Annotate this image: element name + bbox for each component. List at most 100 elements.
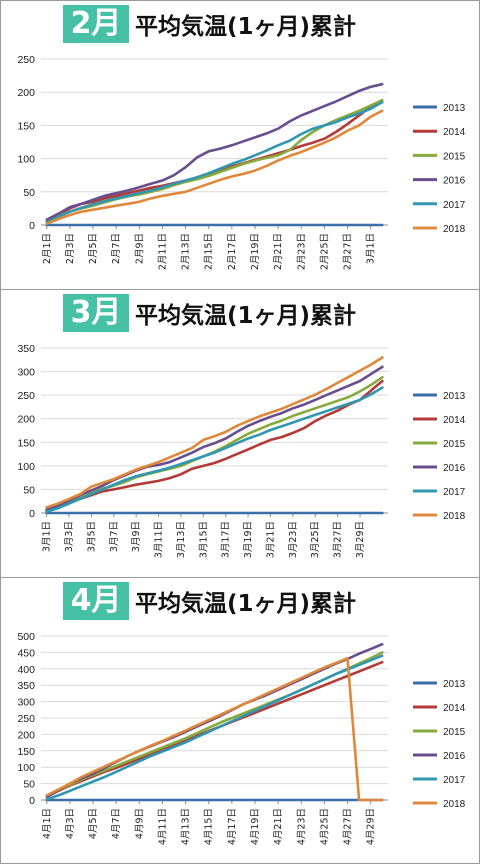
series-line-2016 — [45, 82, 384, 221]
x-tick-label: 3月9日 — [131, 521, 142, 552]
y-tick-label: 150 — [17, 437, 35, 449]
y-tick-label: 450 — [17, 647, 35, 659]
legend-label: 2014 — [443, 415, 466, 426]
x-tick-label: 2月27日 — [343, 233, 354, 270]
x-tick-label: 4月29日 — [366, 808, 377, 845]
y-tick-label: 100 — [17, 461, 35, 473]
x-tick-label: 3月13日 — [176, 521, 187, 558]
x-tick-label: 3月11日 — [154, 521, 165, 558]
x-tick-label: 2月17日 — [227, 233, 238, 270]
y-tick-label: 0 — [29, 508, 35, 520]
series-line-2017 — [45, 100, 384, 224]
legend-label: 2016 — [443, 463, 466, 474]
y-tick-label: 300 — [17, 697, 35, 709]
x-tick-label: 3月17日 — [221, 521, 232, 558]
x-tick-label: 2月7日 — [111, 233, 122, 264]
legend: 2013 2014 2015 2016 2017 2018 — [413, 679, 466, 810]
x-tick-label: 3月15日 — [198, 521, 209, 558]
y-tick-label: 200 — [17, 729, 35, 741]
chart-title: 平均気温(1ヶ月)累計 — [135, 303, 357, 329]
legend-label: 2017 — [443, 200, 466, 211]
series-line-2018 — [45, 657, 384, 802]
chart-title: 平均気温(1ヶ月)累計 — [135, 591, 357, 617]
legend-label: 2013 — [443, 391, 466, 402]
y-tick-label: 100 — [17, 762, 35, 774]
legend: 2013 2014 2015 2016 2017 2018 — [413, 391, 466, 522]
x-tick-label: 4月13日 — [181, 808, 192, 845]
y-tick-label: 50 — [23, 187, 35, 199]
y-tick-label: 150 — [17, 746, 35, 758]
month-badge: 4月 — [63, 582, 129, 620]
x-tick-label: 2月1日 — [42, 233, 53, 264]
series-line-2017 — [45, 386, 384, 513]
legend-label: 2013 — [443, 103, 466, 114]
x-tick-label: 4月9日 — [134, 808, 145, 839]
y-tick-label: 0 — [29, 220, 35, 232]
x-tick-label: 3月1日 — [42, 521, 53, 552]
x-tick-label: 4月1日 — [42, 808, 53, 839]
y-tick-label: 250 — [17, 54, 35, 66]
x-tick-label: 4月27日 — [343, 808, 354, 845]
series-line-2014 — [45, 379, 384, 512]
x-tick-label: 3月27日 — [333, 521, 344, 558]
x-tick-label: 2月19日 — [250, 233, 261, 270]
x-tick-label: 4月3日 — [65, 808, 76, 839]
x-tick-label: 2月21日 — [273, 233, 284, 270]
series-line-2018 — [45, 356, 384, 509]
x-tick-label: 4月21日 — [273, 808, 284, 845]
y-tick-label: 100 — [17, 154, 35, 166]
series-line-2016 — [45, 365, 384, 512]
series-line-2015 — [45, 651, 384, 798]
legend-label: 2018 — [443, 511, 466, 522]
legend-label: 2017 — [443, 487, 466, 498]
panel-header: 2月 平均気温(1ヶ月)累計 — [1, 1, 479, 47]
legend-label: 2013 — [443, 679, 466, 690]
x-tick-label: 2月13日 — [181, 233, 192, 270]
y-tick-label: 400 — [17, 664, 35, 676]
panel-header: 4月 平均気温(1ヶ月)累計 — [1, 578, 479, 624]
y-tick-label: 250 — [17, 713, 35, 725]
y-tick-label: 200 — [17, 414, 35, 426]
x-tick-label: 3月5日 — [86, 521, 97, 552]
x-tick-label: 4月23日 — [296, 808, 307, 845]
month-badge: 2月 — [63, 5, 129, 43]
x-tick-label: 4月19日 — [250, 808, 261, 845]
y-tick-label: 350 — [17, 680, 35, 692]
series-line-2018 — [45, 109, 384, 225]
chart-panel-february: 2月 平均気温(1ヶ月)累計 0 50 100 150 200 250 2月1日 2月3日 2月… — [0, 0, 480, 290]
month-badge: 3月 — [63, 294, 129, 332]
y-tick-label: 350 — [17, 343, 35, 355]
legend-label: 2018 — [443, 799, 466, 810]
x-tick-label: 3月21日 — [265, 521, 276, 558]
y-tick-label: 150 — [17, 120, 35, 132]
x-tick-label: 4月11日 — [157, 808, 168, 845]
y-tick-label: 50 — [23, 779, 35, 791]
x-tick-label: 3月3日 — [64, 521, 75, 552]
legend-label: 2015 — [443, 727, 466, 738]
x-tick-label: 4月25日 — [319, 808, 330, 845]
x-tick-label: 4月15日 — [204, 808, 215, 845]
x-tick-label: 2月9日 — [134, 233, 145, 264]
series-line-2017 — [45, 654, 384, 801]
legend-label: 2018 — [443, 224, 466, 235]
legend-label: 2016 — [443, 176, 466, 187]
chart-panel-april: 4月 平均気温(1ヶ月)累計 0 50 100 150 200 250 300 350 400 4… — [0, 577, 480, 864]
x-tick-label: 3月25日 — [310, 521, 321, 558]
x-tick-label: 2月25日 — [319, 233, 330, 270]
x-tick-label: 4月7日 — [111, 808, 122, 839]
x-tick-label: 2月23日 — [296, 233, 307, 270]
chart-title: 平均気温(1ヶ月)累計 — [135, 14, 357, 40]
y-tick-label: 300 — [17, 367, 35, 379]
y-tick-label: 250 — [17, 390, 35, 402]
legend-label: 2015 — [443, 439, 466, 450]
x-tick-label: 3月1日 — [366, 233, 377, 264]
line-chart-april: 0 50 100 150 200 250 300 350 400 450 500 4月1日 4月3日 4月… — [17, 631, 466, 845]
x-tick-label: 4月5日 — [88, 808, 99, 839]
y-tick-label: 0 — [29, 795, 35, 807]
x-tick-label: 2月3日 — [65, 233, 76, 264]
legend: 2013 2014 2015 2016 2017 2018 — [413, 103, 466, 235]
x-tick-label: 3月19日 — [243, 521, 254, 558]
chart-panel-march: 3月 平均気温(1ヶ月)累計 0 50 100 150 200 250 300 350 3月1日… — [0, 289, 480, 578]
x-tick-label: 2月5日 — [88, 233, 99, 264]
x-tick-label: 3月7日 — [109, 521, 120, 552]
